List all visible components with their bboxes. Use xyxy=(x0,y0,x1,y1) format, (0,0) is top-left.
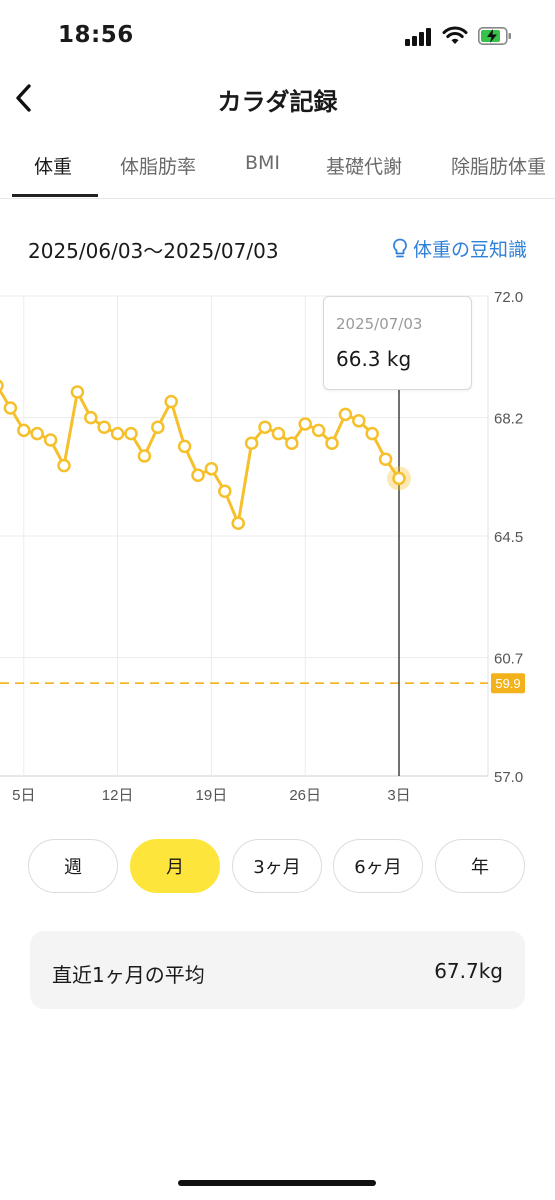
period-6month-button[interactable]: 6ヶ月 xyxy=(333,839,423,893)
y-tick-label: 57.0 xyxy=(494,769,523,786)
x-tick-label: 19日 xyxy=(196,787,228,804)
period-3month-button[interactable]: 3ヶ月 xyxy=(232,839,322,893)
data-point xyxy=(110,426,125,441)
weight-tips-link[interactable]: 体重の豆知識 xyxy=(392,235,527,262)
page-title: カラダ記録 xyxy=(217,88,338,116)
data-point xyxy=(271,426,286,441)
x-tick-label: 26日 xyxy=(289,787,321,804)
period-week-button[interactable]: 週 xyxy=(28,839,118,893)
active-tab-indicator xyxy=(12,194,98,197)
period-month-button[interactable]: 月 xyxy=(130,839,220,893)
data-point xyxy=(57,458,71,473)
status-bar: 18:56 xyxy=(0,0,555,70)
metric-tabs: 体重 体脂肪率 BMI 基礎代謝 除脂肪体重 xyxy=(0,130,555,199)
y-tick-label: 64.5 xyxy=(494,529,523,546)
period-selector: 週 月 3ヶ月 6ヶ月 年 xyxy=(28,839,528,895)
data-point xyxy=(231,516,245,530)
data-point xyxy=(3,401,18,415)
y-tick-label: 72.0 xyxy=(494,289,523,306)
data-point xyxy=(365,426,379,441)
lightbulb-icon xyxy=(393,238,407,257)
data-point xyxy=(151,420,165,434)
data-point xyxy=(244,436,259,450)
data-point xyxy=(17,423,31,438)
data-point xyxy=(378,452,393,466)
data-point xyxy=(137,449,152,463)
data-point xyxy=(298,417,312,431)
average-value: 67.7kg xyxy=(434,959,503,983)
data-point xyxy=(84,410,98,425)
tooltip-date: 2025/07/03 xyxy=(336,315,423,333)
data-point xyxy=(0,379,4,392)
y-tick-label: 60.7 xyxy=(494,651,523,668)
monthly-average-card: 直近1ヶ月の平均 67.7kg xyxy=(30,931,525,1009)
status-time: 18:56 xyxy=(58,22,134,48)
data-point xyxy=(218,484,232,498)
data-point xyxy=(30,426,44,441)
data-point xyxy=(311,423,326,438)
tab-bmi[interactable]: BMI xyxy=(245,152,281,174)
series-line xyxy=(0,387,401,525)
weight-line-chart[interactable]: 72.0 68.2 64.5 60.7 57.0 5日 12日 19日 26日 3日 59.9 xyxy=(0,280,555,810)
tab-basal-metabolism[interactable]: 基礎代謝 xyxy=(326,156,403,178)
period-year-button[interactable]: 年 xyxy=(435,839,525,893)
data-point xyxy=(325,436,339,450)
y-tick-label: 68.2 xyxy=(494,411,523,428)
target-label: 59.9 xyxy=(495,676,520,691)
chart-tooltip: 2025/07/03 66.3 kg xyxy=(323,296,472,390)
data-point xyxy=(124,426,138,441)
tab-body-fat[interactable]: 体脂肪率 xyxy=(120,156,197,178)
data-point xyxy=(258,420,272,434)
target-badge xyxy=(491,673,525,694)
tooltip-value: 66.3 kg xyxy=(336,347,412,371)
header: カラダ記録 xyxy=(0,70,555,130)
data-point xyxy=(43,433,58,447)
data-point xyxy=(164,394,178,409)
average-label: 直近1ヶ月の平均 xyxy=(52,963,205,987)
data-point xyxy=(177,439,192,454)
data-point xyxy=(285,436,299,450)
tab-weight[interactable]: 体重 xyxy=(34,156,73,178)
data-point xyxy=(191,468,205,482)
data-point xyxy=(338,407,353,422)
data-point xyxy=(204,462,219,476)
data-point xyxy=(97,420,111,434)
wifi-icon xyxy=(442,26,468,44)
x-tick-label: 3日 xyxy=(387,787,410,804)
chevron-left-icon xyxy=(16,84,31,112)
back-button[interactable] xyxy=(6,78,42,118)
data-point xyxy=(392,471,406,486)
weight-tips-label: 体重の豆知識 xyxy=(412,239,527,261)
battery-charging-icon xyxy=(478,27,511,45)
date-range: 2025/06/03〜2025/07/03 xyxy=(28,239,279,263)
data-point xyxy=(352,414,366,428)
data-point xyxy=(70,385,85,399)
x-tick-label: 5日 xyxy=(12,787,35,804)
cellular-signal-icon xyxy=(405,28,435,46)
tab-lean-body-mass[interactable]: 除脂肪体重 xyxy=(451,156,547,178)
x-tick-label: 12日 xyxy=(102,787,134,804)
home-indicator xyxy=(178,1180,376,1186)
